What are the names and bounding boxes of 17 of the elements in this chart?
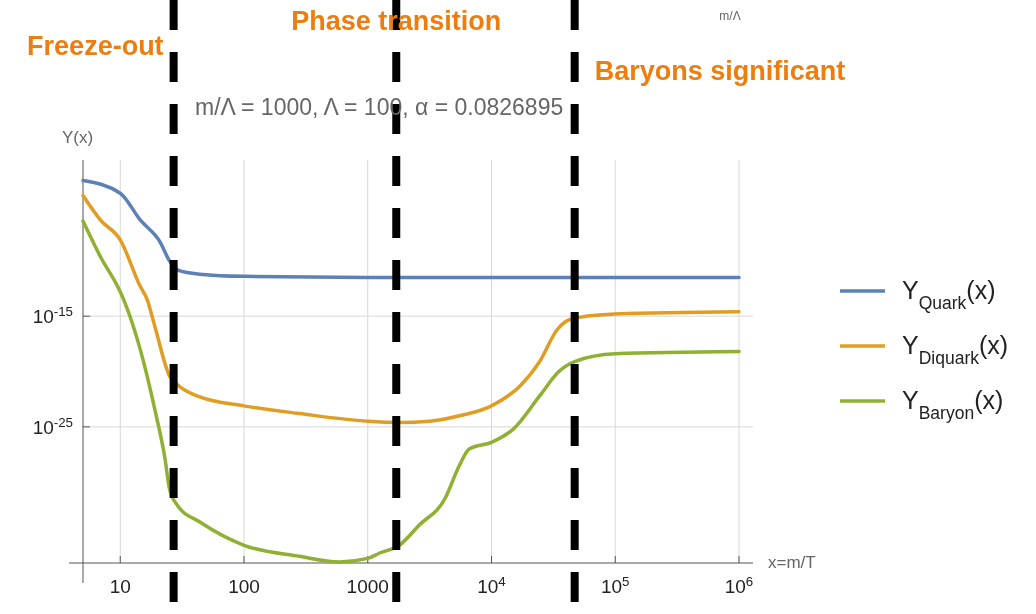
x-tick-label: 100 [228,576,260,597]
x-tick-label: 10 [109,576,131,597]
x-tick-label: 10$^{6}$ [724,573,754,597]
chart-title: m/Λ = 1000, Λ = 100, α = 0.0826895 [195,94,564,120]
legend-label: Y$_{Diquark}$(x) [902,331,1009,368]
ref-line-label: Freeze-out [27,31,164,61]
legend-label: Y$_{Quark}$(x) [902,276,996,313]
ref-line-label: Baryons significant [594,56,846,86]
y-tick-label: 10$^{-25}$ [32,414,73,438]
text: m/Λ [719,9,741,23]
y-tick-label: 10$^{-15}$ [32,303,73,328]
legend-label: Y$_{Baryon}$(x) [902,386,1004,423]
x-tick-label: 10$^{4}$ [477,573,506,597]
x-tick-label: 1000 [346,576,389,597]
y-axis-title: Y(x) [62,128,94,147]
x-axis-title: x=m/T [768,553,816,572]
x-tick-label: 10$^{5}$ [600,573,630,597]
